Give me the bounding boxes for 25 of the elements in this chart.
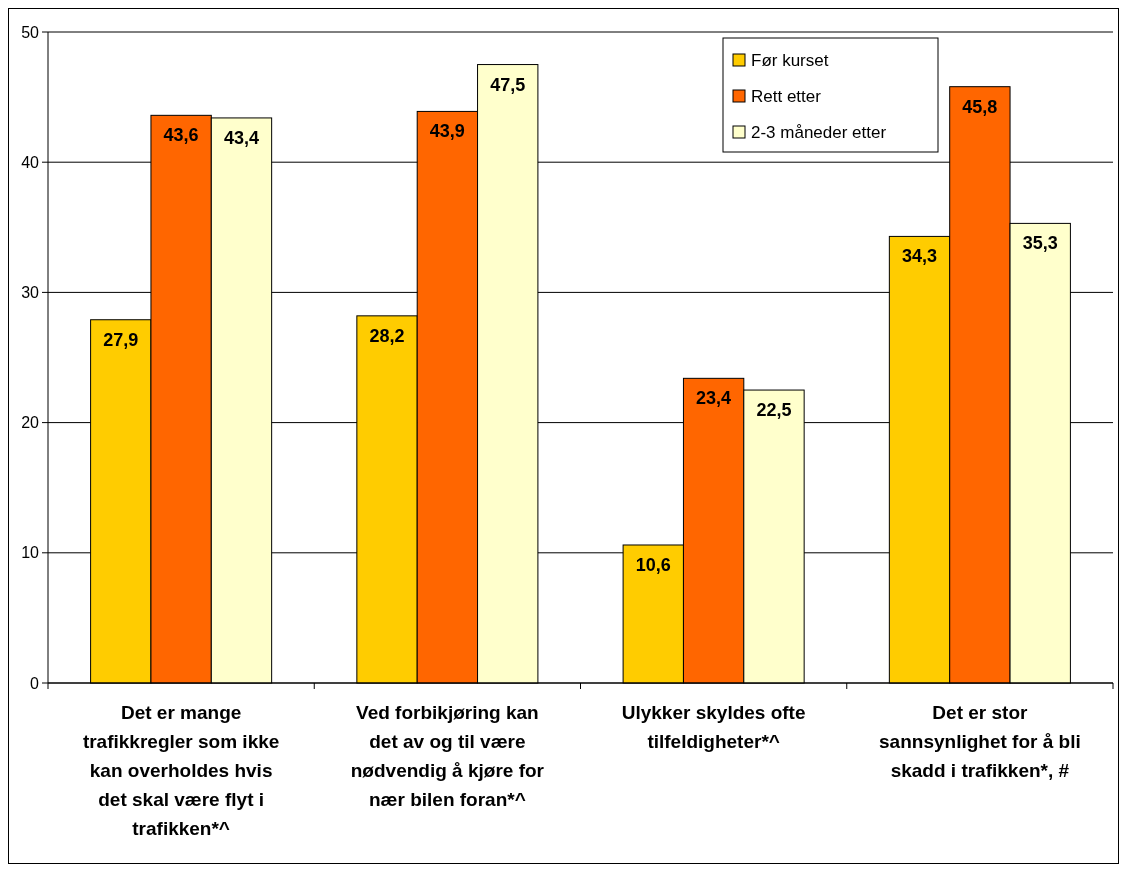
text: 28,2 — [369, 325, 405, 346]
text: 43,4 — [223, 127, 259, 148]
legend-label: 2-3 måneder etter — [751, 122, 887, 142]
text: 22,5 — [756, 400, 792, 421]
y-tick-label: 40 — [21, 153, 40, 171]
y-tick-label: 20 — [21, 414, 40, 432]
text: 43,9 — [429, 121, 465, 142]
x-tick-label: Ved forbikjøring kan det av og til være nødvendig å kjøre for nær bilen foran*^ — [350, 702, 545, 810]
text: 47,5 — [490, 74, 526, 95]
text: 34,3 — [902, 246, 938, 267]
y-tick-label: 10 — [21, 544, 40, 562]
legend-label: Rett etter — [751, 86, 822, 106]
y-tick-label: 0 — [30, 674, 40, 692]
y-tick-label: 30 — [21, 284, 40, 301]
y-tick-label: 50 — [21, 23, 40, 41]
text: 27,9 — [103, 329, 139, 350]
text: 35,3 — [1022, 233, 1058, 254]
text: 23,4 — [696, 388, 732, 409]
text: 45,8 — [962, 96, 998, 117]
x-tick-label: Det er stor sannsynlighet for å bli skadd i trafikken*, # — [879, 702, 1081, 781]
text: 10,6 — [635, 554, 671, 575]
legend-label: Før kurset — [751, 50, 829, 70]
x-tick-label: Det er mange trafikkregler som ikke kan overholdes hvis det skal være flyt i trafikken*^ — [82, 702, 280, 839]
x-tick-label: Ulykker skyldes ofte tilfeldigheter*^ — [621, 702, 806, 752]
text: 43,6 — [163, 125, 199, 146]
